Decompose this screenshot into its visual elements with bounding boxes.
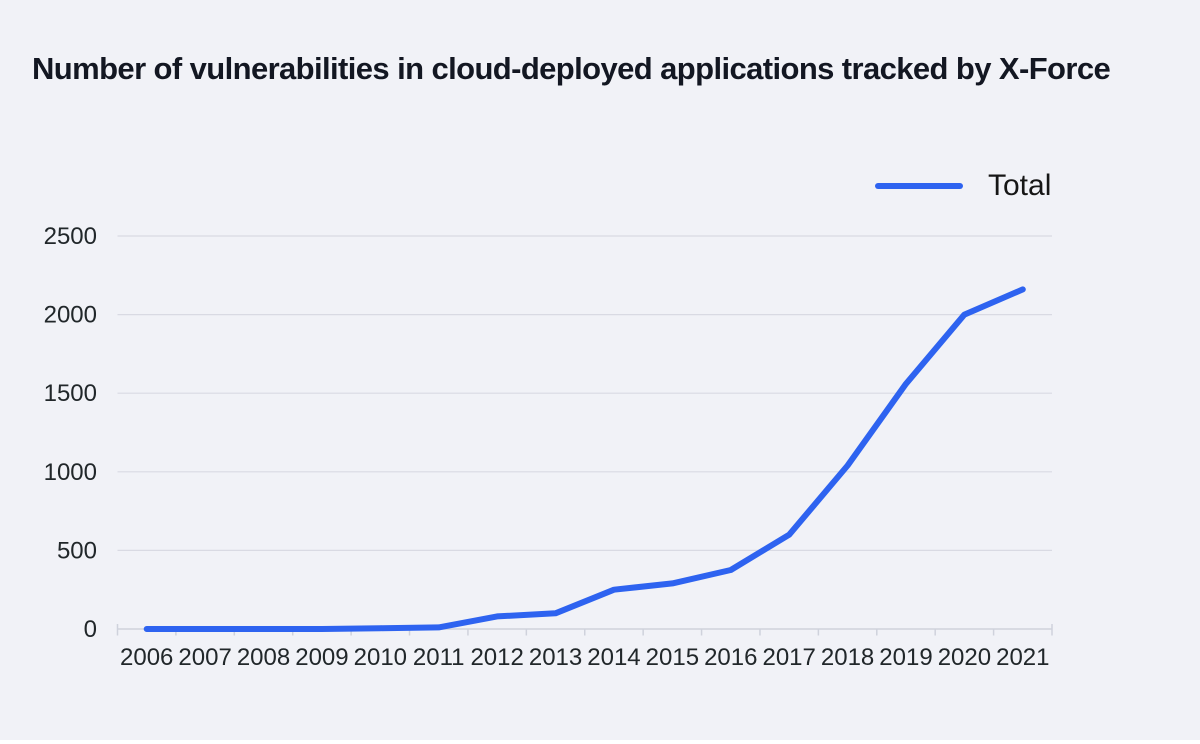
- x-axis-label: 2012: [470, 644, 523, 671]
- chart-title: Number of vulnerabilities in cloud-deplo…: [32, 51, 1111, 86]
- x-axis-label: 2007: [178, 644, 231, 671]
- x-axis-label: 2018: [821, 644, 874, 671]
- y-axis-label: 500: [57, 537, 97, 564]
- y-axis-label: 1500: [44, 380, 97, 407]
- x-axis-label: 2017: [762, 644, 815, 671]
- legend-label: Total: [988, 169, 1052, 202]
- x-axis-label: 2021: [996, 644, 1049, 671]
- y-axis-label: 2000: [44, 302, 97, 329]
- x-axis-label: 2006: [120, 644, 173, 671]
- x-axis-label: 2016: [704, 644, 757, 671]
- legend-item-total[interactable]: Total: [875, 171, 1051, 201]
- bottom-strip: [0, 740, 1200, 744]
- y-axis-label: 2500: [44, 223, 97, 250]
- y-axis-label: 0: [84, 616, 97, 643]
- x-axis-label: 2013: [529, 644, 582, 671]
- x-axis-label: 2010: [354, 644, 407, 671]
- x-axis-label: 2014: [587, 644, 640, 671]
- x-axis-label: 2015: [646, 644, 699, 671]
- x-axis-label: 2011: [413, 644, 465, 671]
- x-axis-label: 2020: [938, 644, 991, 671]
- x-axis-label: 2009: [295, 644, 348, 671]
- y-axis-label: 1000: [44, 459, 97, 486]
- x-axis-label: 2008: [237, 644, 290, 671]
- x-axis-label: 2019: [879, 644, 932, 671]
- legend-line-swatch: [875, 183, 963, 189]
- series-line-total: [143, 286, 1026, 632]
